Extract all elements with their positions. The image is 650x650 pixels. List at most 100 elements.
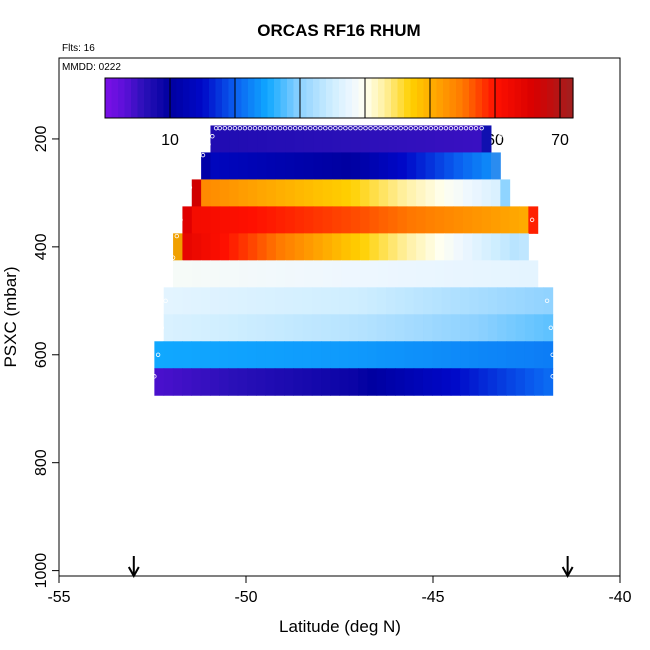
heatmap-cell <box>434 260 445 288</box>
heatmap-cell <box>472 152 483 180</box>
colorbar-segment <box>144 78 152 118</box>
colorbar-segment <box>527 78 535 118</box>
heatmap-cell <box>228 368 239 396</box>
heatmap-cell <box>509 260 520 288</box>
heatmap-cell <box>369 179 380 207</box>
heatmap-cell <box>182 206 193 234</box>
y-tick-label: 600 <box>33 341 50 368</box>
colorbar-segment <box>436 78 444 118</box>
heatmap-cell <box>313 260 324 288</box>
heatmap-cell <box>191 233 202 261</box>
heatmap-cell <box>444 152 455 180</box>
track-point <box>348 125 353 131</box>
heatmap-cell <box>275 233 286 261</box>
heatmap-cell <box>478 341 489 369</box>
heatmap-cell <box>238 233 249 261</box>
heatmap-cell <box>385 287 396 315</box>
heatmap-cell <box>422 341 433 369</box>
heatmap-cell <box>432 368 443 396</box>
heatmap-cell <box>322 206 333 234</box>
heatmap-cell <box>528 260 539 288</box>
heatmap-cell <box>341 233 352 261</box>
heatmap-cell <box>341 152 352 180</box>
heatmap-cell <box>434 125 445 153</box>
heatmap-cell <box>472 260 483 288</box>
heatmap-cell <box>294 152 305 180</box>
track-point <box>529 217 535 223</box>
heatmap-cell <box>406 233 417 261</box>
heatmap-cell <box>348 368 359 396</box>
heatmap-cell <box>378 206 389 234</box>
colorbar-segment <box>547 78 555 118</box>
heatmap-cell <box>434 152 445 180</box>
track-point <box>418 125 423 131</box>
heatmap-cell <box>172 287 183 315</box>
track-point <box>468 125 474 131</box>
heatmap-cell <box>490 260 501 288</box>
colorbar-segment <box>384 78 392 118</box>
heatmap-cell <box>432 314 443 342</box>
colorbar-segment <box>124 78 132 118</box>
colorbar-segment <box>358 78 366 118</box>
heatmap-cell <box>182 341 192 369</box>
heatmap-cell <box>395 368 405 396</box>
heatmap-cell <box>453 233 464 261</box>
colorbar-segment <box>495 78 503 118</box>
heatmap-cell <box>238 260 249 288</box>
heatmap-cell <box>201 206 211 234</box>
heatmap-cell <box>469 341 480 369</box>
heatmap-cell <box>228 341 239 369</box>
heatmap-cell <box>200 368 211 396</box>
colorbar-segment <box>241 78 249 118</box>
colorbar-segment <box>534 78 542 118</box>
colorbar-segment <box>462 78 470 118</box>
heatmap-cell <box>450 314 461 342</box>
heatmap-cell <box>469 314 480 342</box>
heatmap-cell <box>413 341 424 369</box>
heatmap-cell <box>293 368 304 396</box>
heatmap-cell <box>487 314 498 342</box>
heatmap-cell <box>191 314 202 342</box>
heatmap-cell <box>425 179 436 207</box>
heatmap-cell <box>425 260 436 288</box>
heatmap-cell <box>285 206 296 234</box>
track-point <box>242 125 248 131</box>
heatmap-cell <box>425 233 436 261</box>
heatmap-cell <box>413 314 424 342</box>
heatmap-cell <box>453 260 464 288</box>
heatmap-cell <box>256 341 267 369</box>
heatmap-cell <box>201 233 211 261</box>
heatmap-cell <box>209 368 220 396</box>
track-point <box>338 125 343 131</box>
heatmap-cell <box>284 287 294 315</box>
heatmap-cell <box>274 368 285 396</box>
heatmap-cell <box>360 152 370 180</box>
colorbar-segment <box>228 78 236 118</box>
heatmap-cell <box>247 314 257 342</box>
heatmap-cell <box>506 314 517 342</box>
heatmap-cell <box>266 152 277 180</box>
heatmap-cell <box>506 341 517 369</box>
heatmap-cell <box>423 287 433 315</box>
heatmap-cell <box>311 341 322 369</box>
x-axis-label: Latitude (deg N) <box>279 617 401 636</box>
heatmap-cell <box>321 341 331 369</box>
heatmap-cell <box>367 341 378 369</box>
heatmap-cell <box>313 206 324 234</box>
colorbar-segment <box>261 78 269 118</box>
heatmap-cell <box>395 314 406 342</box>
heatmap-cell <box>425 152 436 180</box>
arrow-head <box>561 566 574 579</box>
track-point <box>393 125 398 131</box>
heatmap-rows <box>154 125 554 396</box>
heatmap-cell <box>481 206 492 234</box>
heatmap-cell <box>425 206 436 234</box>
heatmap-cell <box>360 125 370 153</box>
colorbar-segment <box>248 78 256 118</box>
heatmap-cell <box>266 233 277 261</box>
colorbar-segment <box>235 78 243 118</box>
heatmap-cell <box>397 260 408 288</box>
track-point <box>262 125 268 131</box>
heatmap-cell <box>460 287 470 315</box>
heatmap-cell <box>460 314 470 342</box>
